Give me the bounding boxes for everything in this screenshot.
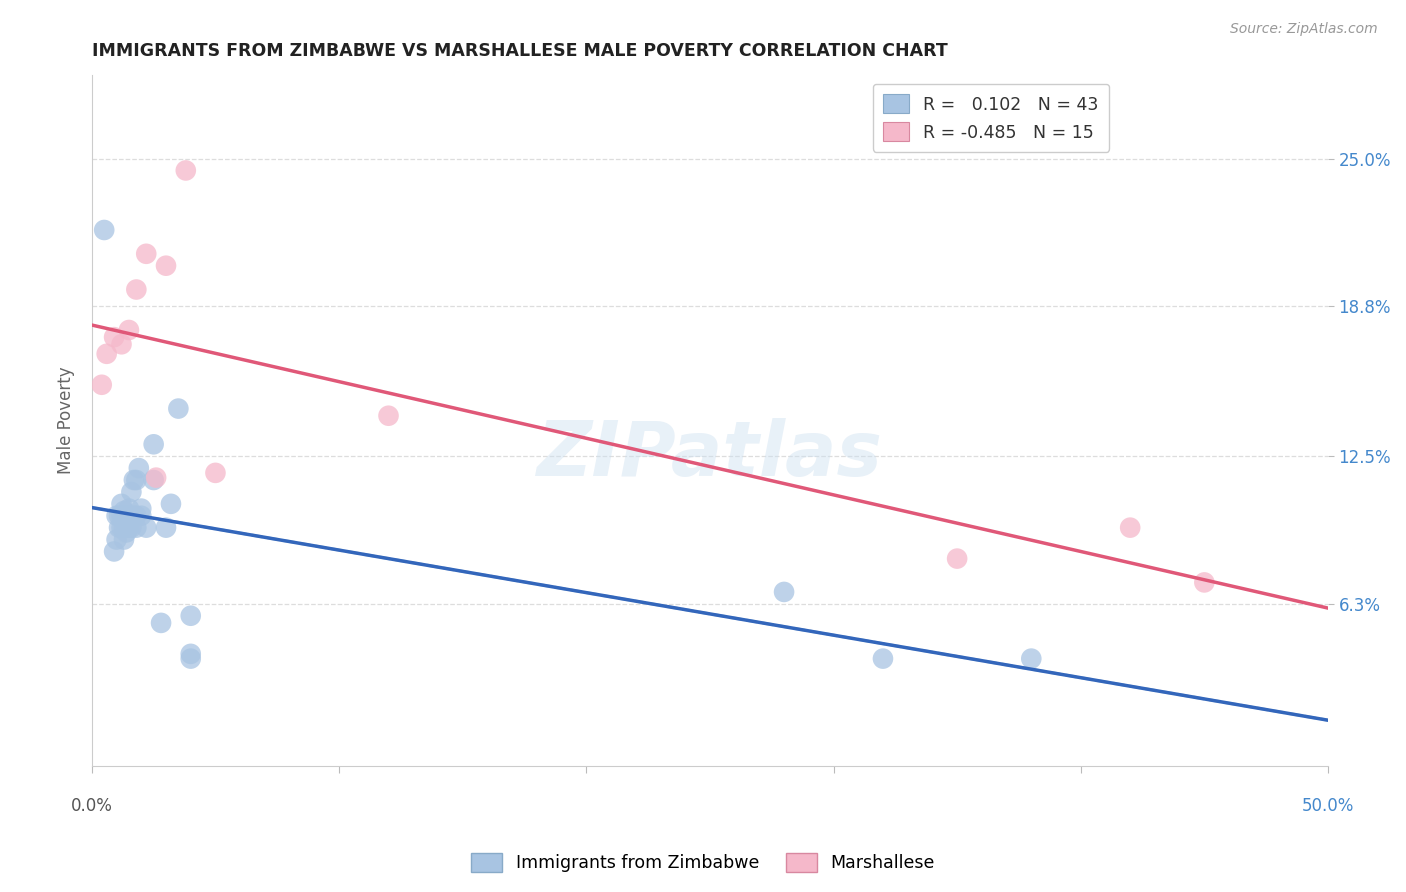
Point [946,551,969,566]
Point [145,470,167,484]
Point [773,585,796,599]
Point [103,330,125,344]
Point [120,484,142,499]
Point [118,514,141,528]
Point [1119,521,1142,535]
Point [142,473,165,487]
Point [118,323,141,337]
Point [174,163,197,178]
Point [872,651,894,665]
Text: 0.0%: 0.0% [70,797,112,814]
Point [115,525,138,540]
Point [180,608,202,623]
Point [135,521,157,535]
Point [112,521,135,535]
Point [125,473,148,487]
Point [103,544,125,558]
Point [118,508,141,523]
Legend: R =   0.102   N = 43, R = -0.485   N = 15: R = 0.102 N = 43, R = -0.485 N = 15 [873,84,1109,152]
Point [377,409,399,423]
Point [115,521,138,535]
Point [128,461,150,475]
Point [112,504,135,518]
Text: Source: ZipAtlas.com: Source: ZipAtlas.com [1230,22,1378,37]
Point [180,651,202,665]
Point [142,437,165,451]
Point [118,501,141,516]
Point [96,347,118,361]
Point [122,473,145,487]
Point [110,337,132,351]
Point [112,533,135,547]
Point [110,521,132,535]
Point [155,259,177,273]
Point [160,497,183,511]
Point [120,521,142,535]
Point [118,521,141,535]
Text: 50.0%: 50.0% [1302,797,1354,814]
Point [129,508,152,523]
Point [108,508,131,523]
Point [110,508,132,523]
Point [108,521,131,535]
Point [115,508,138,523]
Point [167,401,190,416]
Point [125,521,148,535]
Text: ZIPatlas: ZIPatlas [537,418,883,492]
Point [125,283,148,297]
Point [105,533,128,547]
Point [125,508,148,523]
Point [105,508,128,523]
Point [1194,575,1216,590]
Point [150,615,173,630]
Text: IMMIGRANTS FROM ZIMBABWE VS MARSHALLESE MALE POVERTY CORRELATION CHART: IMMIGRANTS FROM ZIMBABWE VS MARSHALLESE … [91,42,948,60]
Point [90,377,112,392]
Point [1019,651,1042,665]
Point [155,521,177,535]
Y-axis label: Male Poverty: Male Poverty [58,367,75,475]
Point [180,647,202,661]
Point [122,508,145,523]
Point [93,223,115,237]
Point [110,497,132,511]
Point [129,501,152,516]
Point [112,514,135,528]
Legend: Immigrants from Zimbabwe, Marshallese: Immigrants from Zimbabwe, Marshallese [464,846,942,879]
Point [135,247,157,261]
Point [204,466,226,480]
